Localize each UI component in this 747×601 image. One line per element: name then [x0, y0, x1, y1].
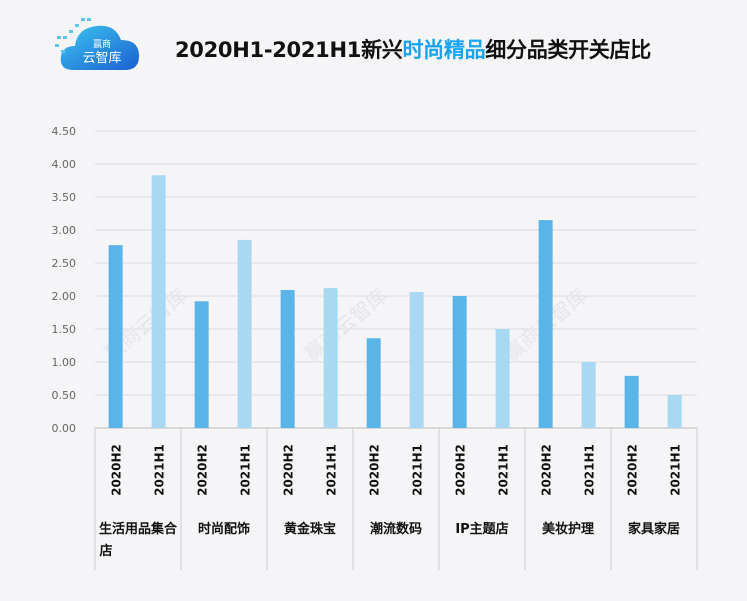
x-series-label: 2021H1	[325, 444, 339, 496]
x-series-label: 2021H1	[497, 444, 511, 496]
logo: 赢商 云智库	[55, 18, 139, 70]
x-series-label: 2020H2	[368, 444, 382, 496]
category-label: 家具家居	[628, 521, 680, 537]
bar-2020H2	[194, 301, 209, 428]
bar-2020H2	[538, 220, 553, 428]
bar-2021H1	[237, 239, 252, 428]
category-label: 潮流数码	[370, 521, 422, 537]
x-series-label: 2020H2	[110, 444, 124, 496]
x-series-label: 2021H1	[583, 444, 597, 496]
bar-2020H2	[452, 296, 467, 428]
y-tick-label: 0.50	[52, 389, 77, 402]
x-series-label: 2021H1	[669, 444, 683, 496]
page-title: 2020H1-2021H1新兴时尚精品细分品类开关店比	[175, 38, 651, 62]
y-tick-label: 2.00	[52, 290, 77, 303]
y-tick-label: 1.00	[52, 356, 77, 369]
x-series-label: 2021H1	[153, 444, 167, 496]
x-series-label: 2020H2	[626, 444, 640, 496]
x-series-label: 2020H2	[454, 444, 468, 496]
y-tick-label: 3.00	[52, 224, 77, 237]
x-series-label: 2021H1	[239, 444, 253, 496]
svg-text:赢商: 赢商	[93, 38, 111, 50]
category-label: IP主题店	[455, 521, 508, 537]
x-series-label: 2020H2	[196, 444, 210, 496]
bar-2020H2	[280, 290, 295, 428]
bar-2020H2	[108, 245, 123, 428]
bar-2020H2	[366, 338, 381, 428]
category-label: 黄金珠宝	[284, 521, 336, 537]
bar-2021H1	[323, 288, 338, 428]
category-label: 美妆护理	[542, 521, 594, 537]
x-series-label: 2021H1	[411, 444, 425, 496]
bar-2021H1	[667, 395, 682, 428]
svg-text:云智库: 云智库	[82, 50, 121, 66]
x-series-label: 2020H2	[540, 444, 554, 496]
x-series-label: 2020H2	[282, 444, 296, 496]
category-label: 生活用品集合	[99, 521, 178, 537]
bar-2020H2	[624, 375, 639, 428]
category-label-cont: 店	[99, 543, 112, 559]
y-tick-label: 3.50	[52, 191, 77, 204]
y-tick-label: 4.50	[52, 125, 77, 138]
bar-2021H1	[409, 292, 424, 428]
bar-2021H1	[495, 329, 510, 428]
category-label: 时尚配饰	[198, 521, 250, 537]
bar-2021H1	[151, 175, 166, 428]
y-tick-label: 4.00	[52, 158, 77, 171]
y-tick-label: 2.50	[52, 257, 77, 270]
y-tick-label: 1.50	[52, 323, 77, 336]
bar-2021H1	[581, 362, 596, 428]
y-tick-label: 0.00	[52, 422, 77, 435]
